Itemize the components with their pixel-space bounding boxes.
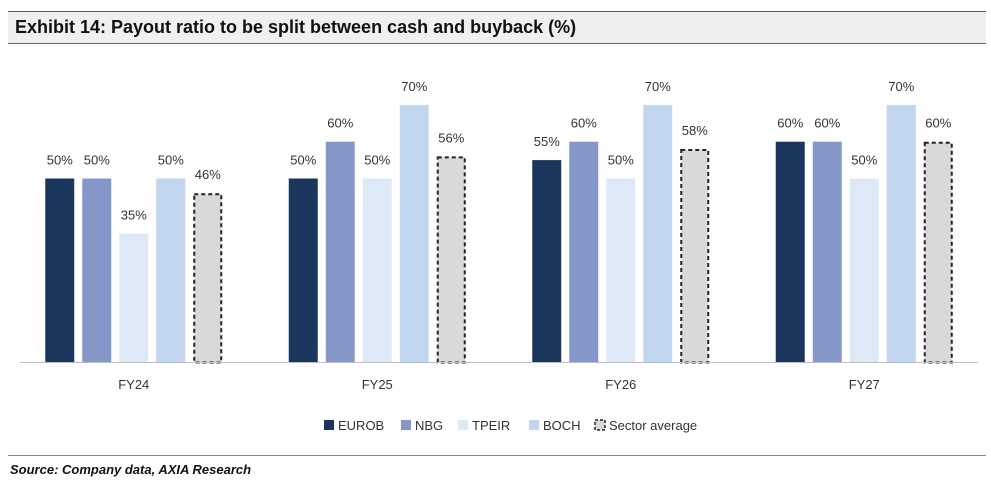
bar-nbg-fy26 [569,141,599,363]
legend-label: EUROB [338,418,384,433]
legend: EUROB NBG TPEIR BOCH Sector average [324,418,697,433]
bar-boch-fy26 [643,104,673,363]
bars-layer [45,104,953,364]
legend-swatch-tpeir [458,420,468,430]
bar-boch-fy27 [886,104,916,363]
legend-swatch-boch [529,420,539,430]
title-bar: Exhibit 14: Payout ratio to be split bet… [8,12,986,44]
data-label: 60% [925,116,951,131]
bar-eurob-fy27 [775,141,805,363]
data-label: 50% [851,153,877,168]
bar-eurob-fy26 [532,160,562,363]
data-label: 50% [84,153,110,168]
data-label: 60% [571,116,597,131]
data-label: 60% [777,116,803,131]
data-label: 46% [195,167,221,182]
source-note: Source: Company data, AXIA Research [10,462,252,477]
data-label: 50% [290,153,316,168]
data-label: 70% [401,79,427,94]
data-label: 60% [327,116,353,131]
category-label: FY27 [849,377,880,392]
source-rule [8,455,986,456]
legend-label: Sector average [609,418,697,433]
bar-sector-average-fy26 [680,149,710,364]
chart-title: Exhibit 14: Payout ratio to be split bet… [15,17,577,37]
bar-eurob-fy25 [288,178,318,363]
data-label: 50% [158,153,184,168]
data-labels-layer: 50% 50% 35% 50% 46% 50% 60% 50% 70% 56% 55% 60% 50% 7… [47,79,952,223]
bar-tpeir-fy27 [849,178,879,363]
bar-nbg-fy24 [82,178,112,363]
bar-sector-average-fy25 [436,156,466,364]
legend-swatch-eurob [324,420,334,430]
bar-boch-fy24 [156,178,186,363]
bar-sector-average-fy27 [923,141,953,364]
legend-label: NBG [415,418,443,433]
data-label: 60% [814,116,840,131]
data-label: 50% [364,153,390,168]
legend-swatch-nbg [401,420,411,430]
data-label: 50% [47,153,73,168]
bar-tpeir-fy24 [119,233,149,363]
data-label: 70% [888,79,914,94]
bar-tpeir-fy25 [362,178,392,363]
legend-label: BOCH [543,418,581,433]
category-label: FY26 [605,377,636,392]
category-label: FY25 [362,377,393,392]
top-rule [8,11,986,12]
bar-nbg-fy25 [325,141,355,363]
data-label: 56% [438,130,464,145]
legend-label: TPEIR [472,418,510,433]
bar-eurob-fy24 [45,178,75,363]
data-label: 58% [682,123,708,138]
bar-boch-fy25 [399,104,429,363]
bar-tpeir-fy26 [606,178,636,363]
legend-swatch-sector-average [594,419,606,431]
data-label: 35% [121,208,147,223]
data-label: 70% [645,79,671,94]
category-label: FY24 [118,377,149,392]
data-label: 50% [608,153,634,168]
data-label: 55% [534,134,560,149]
bar-nbg-fy27 [812,141,842,363]
category-labels-layer: FY24 FY25 FY26 FY27 [118,377,880,392]
bar-sector-average-fy24 [193,193,223,364]
